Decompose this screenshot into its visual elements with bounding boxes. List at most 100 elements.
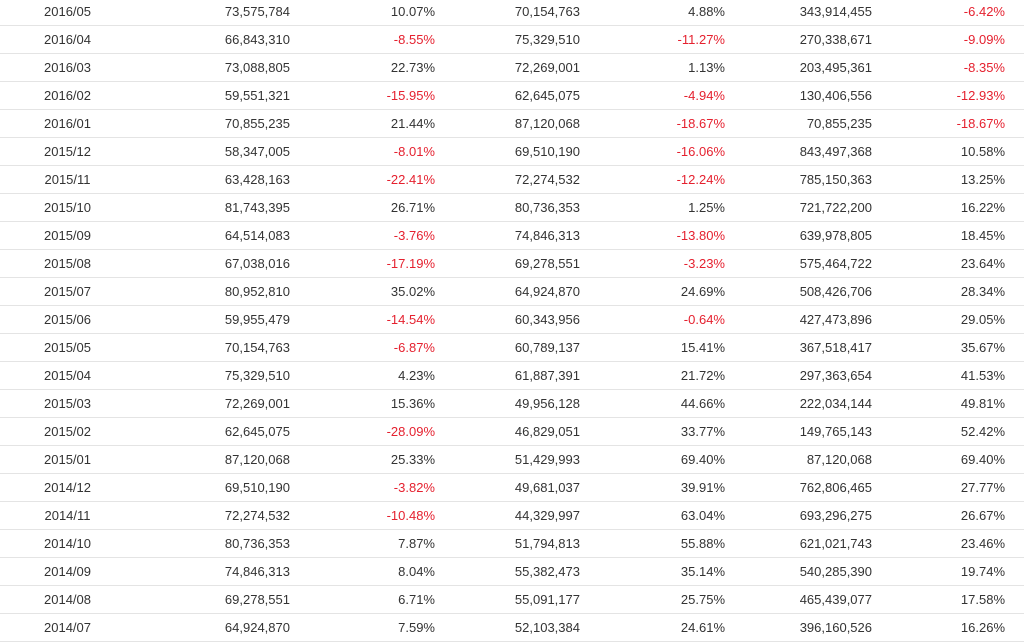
month-cell: 2015/05 <box>44 340 91 355</box>
prev-year-revenue-cell: 61,887,391 <box>514 368 580 383</box>
yoy-change-cell: 44.66% <box>680 396 725 411</box>
revenue-cell: 72,274,532 <box>224 508 290 523</box>
yoy-change-cell: -18.67% <box>676 116 725 131</box>
prev-year-revenue-cell: 55,091,177 <box>514 592 580 607</box>
mom-change-cell: -14.54% <box>386 312 435 327</box>
mom-change-cell: 22.73% <box>390 60 435 75</box>
month-cell: 2014/12 <box>44 480 91 495</box>
month-cell: 2015/11 <box>44 172 91 187</box>
revenue-cell: 73,088,805 <box>224 60 290 75</box>
prev-year-revenue-cell: 72,269,001 <box>514 60 580 75</box>
prev-year-revenue-cell: 69,510,190 <box>514 144 580 159</box>
month-cell: 2015/07 <box>44 284 91 299</box>
cumulative-revenue-cell: 149,765,143 <box>799 424 872 439</box>
yoy-change-cell: -0.64% <box>683 312 725 327</box>
cumulative-revenue-cell: 465,439,077 <box>799 592 872 607</box>
prev-year-revenue-cell: 80,736,353 <box>514 200 580 215</box>
yoy-change-cell: -3.23% <box>683 256 725 271</box>
yoy-change-cell: -4.94% <box>683 88 725 103</box>
yoy-change-cell: 24.69% <box>680 284 725 299</box>
revenue-cell: 70,154,763 <box>224 340 290 355</box>
table-row: 2015/05 70,154,763 -6.87% 60,789,137 15.… <box>0 334 1024 362</box>
mom-change-cell: 35.02% <box>390 284 435 299</box>
month-cell: 2015/04 <box>44 368 91 383</box>
table-row: 2016/03 73,088,805 22.73% 72,269,001 1.1… <box>0 54 1024 82</box>
yoy-change-cell: 33.77% <box>680 424 725 439</box>
mom-change-cell: -15.95% <box>386 88 435 103</box>
cumulative-revenue-cell: 203,495,361 <box>799 60 872 75</box>
revenue-cell: 74,846,313 <box>224 564 290 579</box>
revenue-cell: 67,038,016 <box>224 256 290 271</box>
mom-change-cell: 25.33% <box>390 452 435 467</box>
revenue-cell: 69,510,190 <box>224 480 290 495</box>
yoy-change-cell: 25.75% <box>680 592 725 607</box>
prev-year-revenue-cell: 44,329,997 <box>514 508 580 523</box>
month-cell: 2015/03 <box>44 396 91 411</box>
month-cell: 2015/09 <box>44 228 91 243</box>
month-cell: 2014/11 <box>44 508 91 523</box>
table-row: 2014/08 69,278,551 6.71% 55,091,177 25.7… <box>0 586 1024 614</box>
month-cell: 2015/12 <box>44 144 91 159</box>
cumulative-revenue-cell: 270,338,671 <box>799 32 872 47</box>
cumulative-revenue-cell: 343,914,455 <box>799 4 872 19</box>
table-row: 2014/10 80,736,353 7.87% 51,794,813 55.8… <box>0 530 1024 558</box>
mom-change-cell: 8.04% <box>398 564 435 579</box>
prev-year-revenue-cell: 60,343,956 <box>514 312 580 327</box>
yoy-change-cell: 21.72% <box>680 368 725 383</box>
mom-change-cell: 10.07% <box>390 4 435 19</box>
table-row: 2015/07 80,952,810 35.02% 64,924,870 24.… <box>0 278 1024 306</box>
prev-year-revenue-cell: 55,382,473 <box>514 564 580 579</box>
table-row: 2014/09 74,846,313 8.04% 55,382,473 35.1… <box>0 558 1024 586</box>
cumulative-revenue-cell: 575,464,722 <box>799 256 872 271</box>
cumulative-yoy-change-cell: 35.67% <box>960 340 1005 355</box>
prev-year-revenue-cell: 49,681,037 <box>514 480 580 495</box>
table-row: 2016/02 59,551,321 -15.95% 62,645,075 -4… <box>0 82 1024 110</box>
table-row: 2016/01 70,855,235 21.44% 87,120,068 -18… <box>0 110 1024 138</box>
revenue-cell: 59,955,479 <box>224 312 290 327</box>
yoy-change-cell: 55.88% <box>680 536 725 551</box>
revenue-cell: 81,743,395 <box>224 200 290 215</box>
prev-year-revenue-cell: 46,829,051 <box>514 424 580 439</box>
prev-year-revenue-cell: 74,846,313 <box>514 228 580 243</box>
revenue-cell: 58,347,005 <box>224 144 290 159</box>
mom-change-cell: 15.36% <box>390 396 435 411</box>
month-cell: 2016/01 <box>44 116 91 131</box>
table-row: 2016/05 73,575,784 10.07% 70,154,763 4.8… <box>0 0 1024 26</box>
yoy-change-cell: 63.04% <box>680 508 725 523</box>
revenue-cell: 69,278,551 <box>224 592 290 607</box>
cumulative-revenue-cell: 721,722,200 <box>799 200 872 215</box>
revenue-cell: 70,855,235 <box>224 116 290 131</box>
yoy-change-cell: 69.40% <box>680 452 725 467</box>
table-row: 2015/02 62,645,075 -28.09% 46,829,051 33… <box>0 418 1024 446</box>
month-cell: 2015/02 <box>44 424 91 439</box>
cumulative-yoy-change-cell: 52.42% <box>960 424 1005 439</box>
mom-change-cell: -22.41% <box>386 172 435 187</box>
prev-year-revenue-cell: 87,120,068 <box>514 116 580 131</box>
table-row: 2015/08 67,038,016 -17.19% 69,278,551 -3… <box>0 250 1024 278</box>
month-cell: 2014/07 <box>44 620 91 635</box>
prev-year-revenue-cell: 51,429,993 <box>514 452 580 467</box>
revenue-cell: 64,514,083 <box>224 228 290 243</box>
cumulative-yoy-change-cell: 17.58% <box>960 592 1005 607</box>
revenue-cell: 62,645,075 <box>224 424 290 439</box>
revenue-cell: 59,551,321 <box>224 88 290 103</box>
cumulative-yoy-change-cell: -6.42% <box>963 4 1005 19</box>
cumulative-revenue-cell: 297,363,654 <box>799 368 872 383</box>
mom-change-cell: 4.23% <box>398 368 435 383</box>
cumulative-yoy-change-cell: -18.67% <box>956 116 1005 131</box>
cumulative-revenue-cell: 693,296,275 <box>799 508 872 523</box>
cumulative-yoy-change-cell: 13.25% <box>960 172 1005 187</box>
prev-year-revenue-cell: 72,274,532 <box>514 172 580 187</box>
revenue-cell: 66,843,310 <box>224 32 290 47</box>
cumulative-revenue-cell: 396,160,526 <box>799 620 872 635</box>
yoy-change-cell: 35.14% <box>680 564 725 579</box>
table-row: 2015/01 87,120,068 25.33% 51,429,993 69.… <box>0 446 1024 474</box>
cumulative-yoy-change-cell: 19.74% <box>960 564 1005 579</box>
yoy-change-cell: -13.80% <box>676 228 725 243</box>
cumulative-yoy-change-cell: 23.64% <box>960 256 1005 271</box>
cumulative-revenue-cell: 508,426,706 <box>799 284 872 299</box>
cumulative-revenue-cell: 639,978,805 <box>799 228 872 243</box>
cumulative-yoy-change-cell: 18.45% <box>960 228 1005 243</box>
prev-year-revenue-cell: 62,645,075 <box>514 88 580 103</box>
